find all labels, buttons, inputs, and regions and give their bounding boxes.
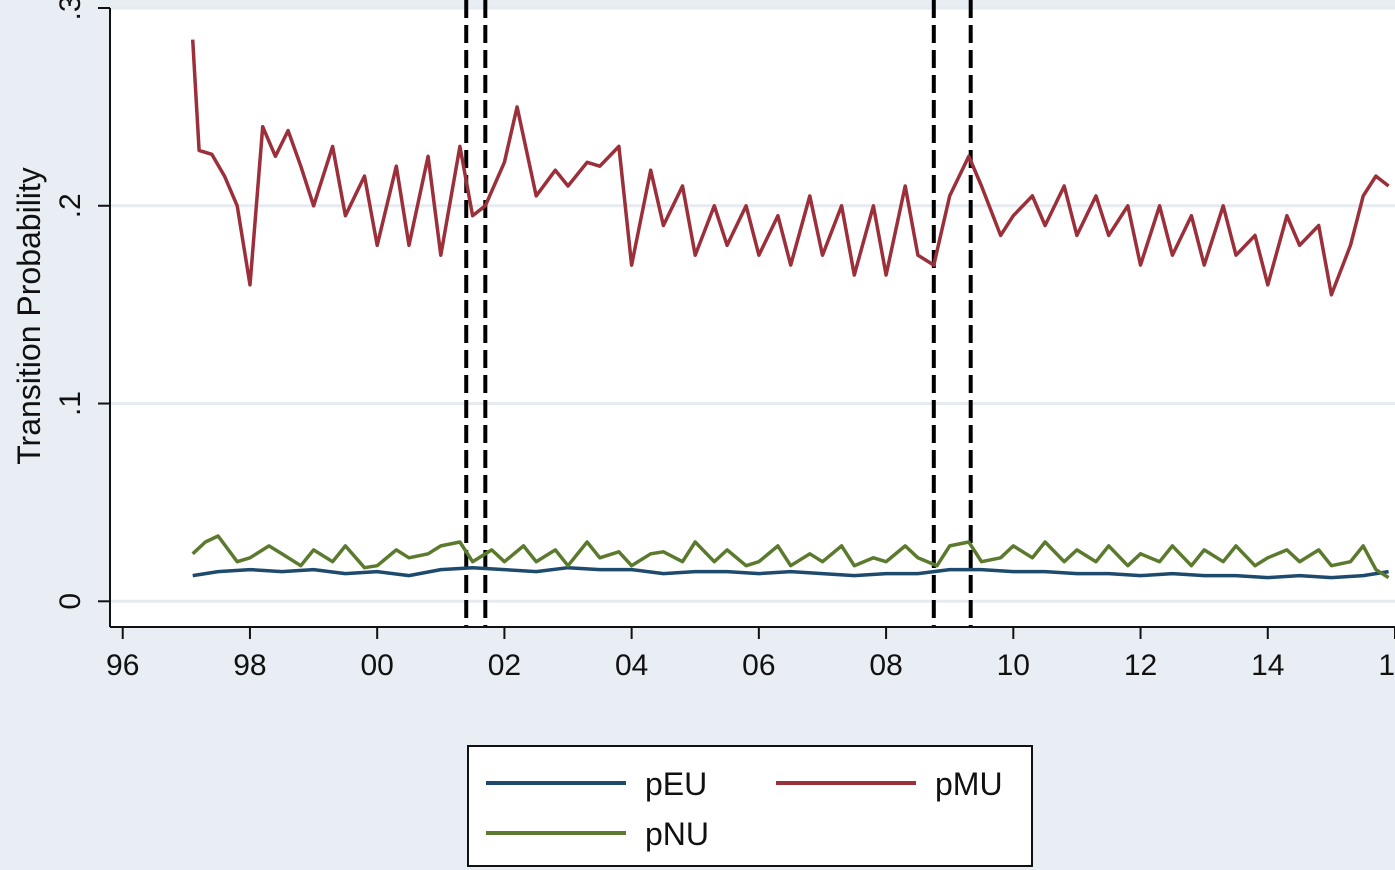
x-tick-label-8: 12 — [1124, 649, 1157, 682]
plot-area — [110, 8, 1395, 627]
x-tick-label-3: 02 — [488, 649, 521, 682]
legend: pEU pMU pNU — [467, 745, 1033, 867]
gridlines — [110, 6, 1395, 603]
x-tick-label-4: 04 — [615, 649, 648, 682]
x-tick-label-0: 96 — [106, 649, 139, 682]
series-line-pNU — [191, 534, 1390, 580]
y-axis-title: Transition Probability — [11, 167, 47, 465]
x-tick-label-9: 14 — [1251, 649, 1284, 682]
series-lines — [190, 39, 1390, 580]
legend-label-pEU: pEU — [645, 766, 707, 802]
series-line-pMU — [190, 39, 1390, 297]
x-tick-label-10: 16 — [1378, 649, 1395, 682]
x-tick-label-2: 00 — [360, 649, 393, 682]
y-axis-ticks: 0 .1 .2 .3 — [54, 0, 110, 610]
x-tick-label-5: 06 — [742, 649, 775, 682]
y-tick-label-1: .1 — [54, 391, 87, 416]
y-tick-label-3: .3 — [54, 0, 87, 21]
x-axis-ticks: 96 98 00 02 04 06 08 10 12 14 16 — [106, 627, 1395, 682]
reference-lines — [464, 0, 973, 627]
series-line-pEU — [192, 565, 1389, 580]
legend-label-pNU: pNU — [645, 816, 709, 852]
x-tick-label-7: 10 — [997, 649, 1030, 682]
legend-label-pMU: pMU — [935, 766, 1003, 802]
x-tick-label-6: 08 — [869, 649, 902, 682]
axes — [109, 8, 1395, 628]
y-tick-label-0: 0 — [54, 593, 87, 610]
x-tick-label-1: 98 — [233, 649, 266, 682]
y-tick-label-2: .2 — [54, 193, 87, 218]
legend-box — [467, 745, 1033, 867]
